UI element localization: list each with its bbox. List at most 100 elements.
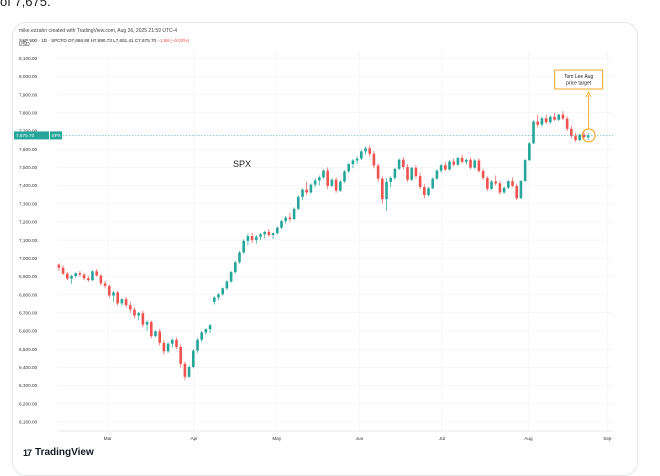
y-tick-label: 7,300.00 bbox=[19, 201, 38, 206]
candle-body bbox=[292, 208, 296, 220]
last-price-tag bbox=[14, 131, 49, 140]
y-tick-label: 6,900.00 bbox=[19, 274, 38, 279]
candle-body bbox=[435, 170, 439, 179]
y-tick-label: 6,200.00 bbox=[19, 401, 38, 406]
candle-body bbox=[242, 240, 246, 253]
x-tick-label: Jun bbox=[356, 436, 364, 441]
candle-body bbox=[229, 272, 233, 282]
candle-body bbox=[507, 181, 510, 188]
y-tick-label: 6,400.00 bbox=[19, 365, 38, 370]
y-tick-label: 7,800.00 bbox=[19, 111, 38, 116]
candle-body bbox=[238, 252, 241, 263]
candle-body bbox=[414, 167, 418, 177]
symbol-line: S&P 500 · 1D · SPCFD bbox=[19, 38, 67, 43]
candle-body bbox=[175, 339, 178, 347]
candle-body bbox=[494, 181, 498, 184]
candle-body bbox=[191, 350, 195, 367]
candle-body bbox=[368, 148, 372, 154]
candle-body bbox=[74, 273, 77, 277]
candle-body bbox=[385, 181, 388, 200]
candle-body bbox=[149, 321, 153, 337]
y-tick-label: 6,700.00 bbox=[19, 311, 38, 316]
candle-body bbox=[254, 236, 258, 241]
x-tick-label: Mar bbox=[104, 436, 113, 441]
candle-body bbox=[456, 157, 460, 165]
candle-body bbox=[95, 271, 98, 276]
candle-body bbox=[128, 305, 132, 310]
chart-card: mike.ezzahn created with TradingView.com… bbox=[12, 22, 638, 476]
spx-candlestick-chart: 8,100.00 8,000.00 7,900.00 7,800.00 7,700.00… bbox=[14, 51, 613, 441]
candle-body bbox=[549, 116, 552, 123]
last-price-label: 7,675.70 bbox=[16, 133, 35, 138]
ohlc-values: O7,666.88 H7,690.73 L7,651.41 C7,675.70 bbox=[67, 38, 157, 43]
candle-body bbox=[402, 159, 405, 167]
candle-body bbox=[355, 158, 359, 161]
candle-body bbox=[162, 342, 166, 352]
candle-body bbox=[204, 329, 208, 333]
y-tick-label: 7,400.00 bbox=[19, 183, 38, 188]
candle-body bbox=[444, 165, 447, 170]
candle-body bbox=[351, 160, 355, 165]
candle-body bbox=[343, 171, 346, 182]
candle-body bbox=[364, 148, 367, 152]
candle-body bbox=[481, 171, 485, 178]
y-tick-label: 6,800.00 bbox=[19, 292, 38, 297]
y-tick-label: 7,700.00 bbox=[19, 129, 38, 134]
candle-body bbox=[82, 274, 86, 279]
y-tick-label: 8,000.00 bbox=[19, 74, 38, 79]
y-tick-label: 7,900.00 bbox=[19, 92, 38, 97]
candle-body bbox=[158, 331, 161, 343]
candle-body bbox=[511, 181, 514, 186]
candle-body bbox=[431, 178, 435, 189]
candle-body bbox=[86, 278, 90, 281]
candle-body bbox=[145, 321, 149, 325]
candle-body bbox=[318, 177, 321, 181]
candle-body bbox=[103, 283, 107, 286]
candle-body bbox=[217, 294, 220, 298]
candle-body bbox=[91, 271, 94, 281]
candle-body bbox=[78, 273, 82, 275]
candle-body bbox=[107, 285, 111, 296]
candle-body bbox=[389, 177, 393, 182]
tweet-text-fragment: of 7,675. bbox=[0, 0, 51, 9]
candle-body bbox=[381, 178, 384, 200]
candle-body bbox=[393, 168, 397, 178]
candle-body bbox=[477, 160, 481, 171]
candle-body bbox=[137, 313, 140, 316]
candle-body bbox=[166, 343, 170, 352]
candle-body bbox=[267, 231, 271, 235]
tradingview-mark-icon: 17 bbox=[23, 447, 32, 458]
candle-body bbox=[271, 233, 275, 235]
candle-body bbox=[208, 325, 212, 330]
candle-body bbox=[200, 332, 203, 340]
candle-body bbox=[339, 181, 342, 191]
candle-body bbox=[116, 292, 119, 304]
x-tick-label: May bbox=[272, 436, 282, 441]
y-tick-label: 6,500.00 bbox=[19, 347, 38, 352]
candle-body bbox=[280, 221, 283, 228]
candle-body bbox=[519, 181, 523, 199]
candle-body bbox=[460, 157, 464, 162]
candle-body bbox=[465, 159, 468, 162]
candle-body bbox=[259, 234, 262, 237]
candle-body bbox=[313, 180, 317, 185]
currency-label: USD bbox=[19, 42, 30, 48]
candle-body bbox=[473, 160, 477, 168]
chart-title: SPX bbox=[233, 159, 251, 169]
candle-body bbox=[486, 177, 489, 189]
candle-body bbox=[347, 164, 351, 172]
candle-body bbox=[423, 187, 426, 195]
candle-body bbox=[578, 134, 582, 141]
candle-body bbox=[360, 151, 363, 159]
candle-body bbox=[536, 121, 540, 125]
candle-body bbox=[439, 165, 443, 171]
x-tick-label: Jul bbox=[439, 436, 445, 441]
candle-body bbox=[250, 236, 254, 241]
candle-body bbox=[565, 118, 569, 129]
candle-body bbox=[582, 134, 586, 138]
candle-body bbox=[502, 187, 506, 193]
y-tick-label: 7,100.00 bbox=[19, 238, 38, 243]
candle-body bbox=[120, 299, 124, 304]
candle-body bbox=[557, 114, 561, 120]
candle-body bbox=[221, 288, 224, 295]
